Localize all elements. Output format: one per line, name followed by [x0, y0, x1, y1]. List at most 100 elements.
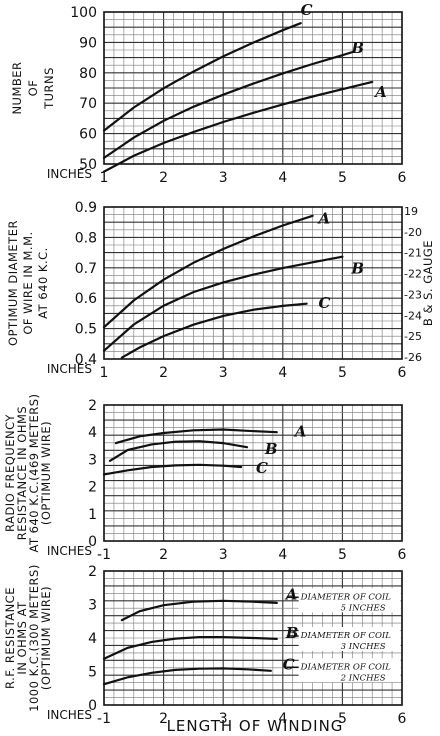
- grid: [103, 404, 403, 542]
- x-tick-label: -1: [97, 547, 111, 563]
- y-axis-label-line: OF WIRE IN M.M.: [21, 231, 35, 334]
- y-tick-label: 100: [70, 5, 97, 21]
- x-tick-label: 4: [278, 170, 287, 186]
- x-unit-label: INCHES: [47, 362, 92, 376]
- y-tick-label: 3: [88, 598, 97, 614]
- series-label-c: C: [319, 294, 331, 312]
- y-axis-label-line: RESISTANCE IN OHMS: [15, 406, 29, 540]
- series-label-b: B: [285, 624, 299, 642]
- y-axis-label-line: 1000 K.C.(300 METERS): [27, 564, 41, 712]
- y-tick-label: 2: [88, 480, 97, 496]
- x-tick-label: 4: [278, 547, 287, 563]
- x-tick-label: 6: [398, 170, 407, 186]
- y-axis-label: R.F. RESISTANCEIN OHMS AT1000 K.C.(300 M…: [3, 564, 53, 712]
- y-axis-label-line: RADIO FREQUENCY: [3, 414, 17, 532]
- series-label-c: C: [256, 459, 268, 477]
- y-tick-label: 90: [79, 35, 97, 51]
- grid: [103, 206, 403, 360]
- annotation-backdrop: [298, 658, 401, 683]
- y-tick-label: 4: [88, 425, 97, 441]
- y-tick-label: 2: [88, 398, 97, 414]
- gauge-tick-label: -22: [404, 268, 422, 281]
- x-tick-label: 4: [278, 365, 287, 381]
- series-label-b: B: [350, 39, 364, 57]
- gauge-tick-label: -23: [404, 288, 422, 301]
- x-tick-label: -1: [97, 711, 111, 727]
- y-axis-label-line: NUMBER: [10, 61, 24, 114]
- x-unit-label: INCHES: [47, 708, 92, 722]
- y-axis-label: OPTIMUM DIAMETEROF WIRE IN M.M.AT 640 K.…: [6, 220, 50, 346]
- y-axis-label-line: AT 640 K.C.: [36, 247, 50, 319]
- x-tick-label: 2: [159, 547, 168, 563]
- x-tick-label: 3: [219, 547, 228, 563]
- annotation-text: DIAMETER OF COIL: [300, 662, 392, 672]
- x-tick-label: 5: [338, 170, 347, 186]
- y-tick-label: 5: [88, 665, 97, 681]
- x-tick-label: 1: [100, 170, 109, 186]
- y-tick-label: 0: [88, 534, 97, 550]
- y-tick-label: 0.7: [75, 261, 97, 277]
- y-axis-label-line: IN OHMS AT: [15, 601, 29, 675]
- series-label-c: C: [301, 1, 313, 19]
- x-tick-label: 5: [338, 547, 347, 563]
- y-tick-label: 0: [88, 698, 97, 714]
- series-line-a: [114, 428, 278, 445]
- annotation-text: 5 INCHES: [341, 603, 386, 613]
- series-line-b: [102, 255, 344, 352]
- gauge-tick-label: -20: [404, 226, 422, 239]
- y-axis-label-line: OPTIMUM DIAMETER: [6, 220, 20, 346]
- x-tick-label: 6: [398, 365, 407, 381]
- gauge-tick-label: -21: [404, 247, 422, 260]
- x-tick-label: 1: [100, 365, 109, 381]
- y-tick-label: 0.8: [75, 230, 97, 246]
- annotation-text: 3 INCHES: [341, 642, 386, 652]
- plot-frame: [103, 206, 403, 360]
- plot-frame: [103, 570, 403, 706]
- annotation-text: DIAMETER OF COIL: [300, 592, 392, 602]
- gauge-tick-label: 19: [404, 205, 418, 218]
- series-line-a: [102, 80, 374, 173]
- annotation-backdrop: [298, 627, 401, 651]
- y-tick-label: 60: [79, 127, 97, 143]
- x-tick-label: 3: [219, 365, 228, 381]
- series-label-c: C: [283, 655, 295, 673]
- gauge-axis-label: B & S. GAUGE: [421, 240, 435, 326]
- y-axis-label-line: TURNS: [42, 67, 56, 110]
- y-axis-label-line: (OPTIMUM WIRE): [39, 421, 53, 525]
- series-label-a: A: [284, 585, 298, 603]
- series-label-a: A: [317, 210, 331, 228]
- series-line-b: [108, 440, 249, 462]
- x-tick-label: 4: [278, 711, 287, 727]
- y-axis-label-line: (OPTIMUM WIRE): [39, 586, 53, 690]
- annotation-backdrop: [298, 588, 401, 613]
- x-axis-title: LENGTH OF WINDING: [167, 717, 344, 735]
- series-line-a: [120, 599, 278, 622]
- series-line-c: [102, 667, 272, 686]
- y-axis-label: RADIO FREQUENCYRESISTANCE IN OHMSAT 640 …: [3, 394, 53, 553]
- y-tick-label: 2: [88, 564, 97, 580]
- gauge-tick-label: -25: [404, 330, 422, 343]
- x-tick-label: 3: [219, 170, 228, 186]
- plot-frame: [103, 11, 403, 165]
- series-line-b: [102, 636, 278, 660]
- y-axis-label-line: OF: [26, 80, 40, 97]
- x-unit-label: INCHES: [47, 544, 92, 558]
- y-tick-label: 50: [79, 157, 97, 173]
- x-tick-label: 5: [338, 711, 347, 727]
- plot-frame: [103, 404, 403, 542]
- grid: [103, 11, 403, 165]
- series-label-b: B: [264, 440, 278, 458]
- x-tick-label: 6: [398, 547, 407, 563]
- x-tick-label: 3: [219, 711, 228, 727]
- series-label-a: A: [373, 83, 387, 101]
- gauge-tick-label: -26: [404, 351, 422, 364]
- x-tick-label: 5: [338, 365, 347, 381]
- annotation-text: DIAMETER OF COIL: [300, 631, 392, 641]
- series-label-b: B: [350, 259, 364, 277]
- y-axis-label: NUMBER OF TURNS: [10, 61, 56, 114]
- series-label-a: A: [293, 422, 307, 440]
- y-tick-label: 0.4: [75, 352, 97, 368]
